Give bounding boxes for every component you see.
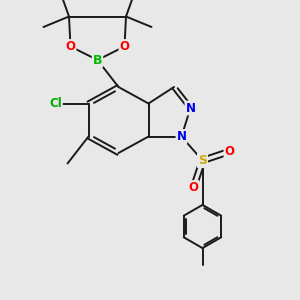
Text: N: N (185, 101, 196, 115)
Text: O: O (224, 145, 235, 158)
Text: S: S (198, 154, 207, 167)
Text: Cl: Cl (49, 97, 62, 110)
Text: O: O (188, 181, 199, 194)
Text: B: B (93, 53, 102, 67)
Text: O: O (119, 40, 130, 53)
Text: O: O (65, 40, 76, 53)
Text: N: N (176, 130, 187, 143)
